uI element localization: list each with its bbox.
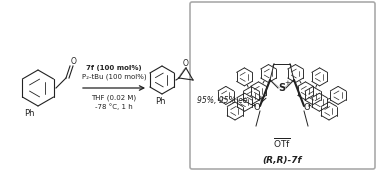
Text: O: O (71, 57, 77, 67)
Text: (R,R)-7f: (R,R)-7f (262, 155, 302, 165)
Text: O: O (304, 103, 310, 113)
Text: P₂-tBu (100 mol%): P₂-tBu (100 mol%) (82, 74, 146, 80)
Text: THF (0.02 M): THF (0.02 M) (92, 95, 136, 101)
Text: Ph: Ph (155, 97, 165, 107)
Text: +: + (284, 80, 290, 86)
Text: -78 °C, 1 h: -78 °C, 1 h (95, 104, 133, 110)
Text: $\overline{\rm OTf}$: $\overline{\rm OTf}$ (273, 136, 291, 150)
Text: S: S (279, 83, 285, 93)
Text: 95%, 95% ee: 95%, 95% ee (197, 95, 248, 104)
Text: 7f (100 mol%): 7f (100 mol%) (86, 65, 142, 71)
Text: O: O (183, 58, 189, 68)
Text: Ph: Ph (24, 109, 34, 119)
Text: O: O (254, 103, 260, 113)
FancyBboxPatch shape (190, 2, 375, 169)
